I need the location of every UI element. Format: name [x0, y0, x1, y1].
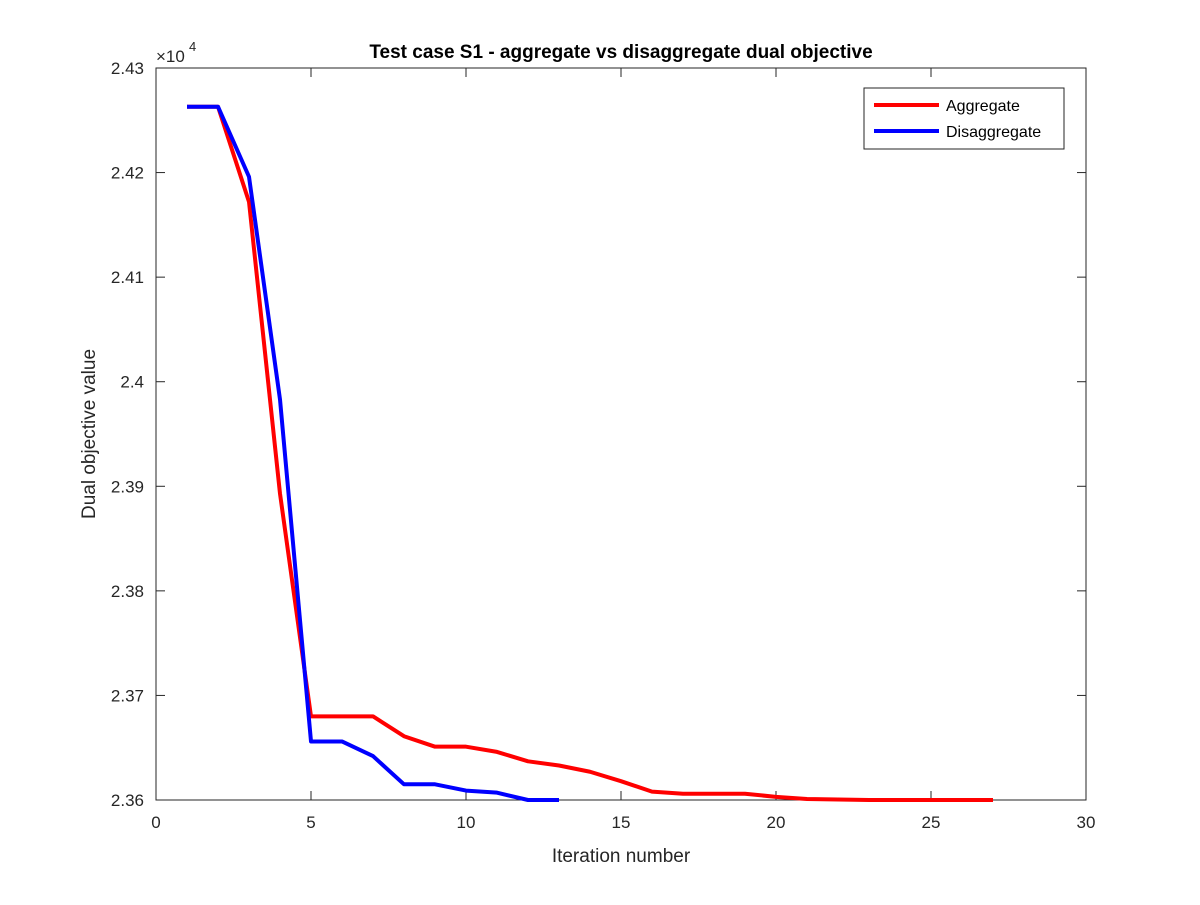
y-tick-label: 2.41 — [111, 268, 144, 287]
y-tick-label: 2.36 — [111, 791, 144, 810]
y-exponent-power: 4 — [189, 39, 196, 54]
x-tick-label: 15 — [612, 813, 631, 832]
y-exponent-base: ×10 — [156, 47, 185, 66]
x-axis-label: Iteration number — [552, 846, 691, 867]
legend-label-aggregate: Aggregate — [946, 98, 1020, 115]
y-exponent: ×10 4 — [156, 39, 196, 66]
x-tick-label: 25 — [922, 813, 941, 832]
y-tick-label: 2.38 — [111, 582, 144, 601]
y-tick-label: 2.42 — [111, 164, 144, 183]
x-tick-label: 5 — [306, 813, 315, 832]
legend-box — [863, 87, 1065, 150]
x-tick-label: 20 — [767, 813, 786, 832]
legend: Aggregate Disaggregate — [863, 87, 1065, 150]
legend-label-disaggregate: Disaggregate — [946, 124, 1041, 141]
x-tick-label: 30 — [1077, 813, 1096, 832]
x-tick-label: 10 — [457, 813, 476, 832]
series-layer — [187, 104, 993, 802]
series-line-disaggregate — [187, 104, 559, 802]
y-tick-label: 2.39 — [111, 477, 144, 496]
chart-title: Test case S1 - aggregate vs disaggregate… — [369, 42, 872, 63]
y-axis-ticks: 2.36 2.37 2.38 2.39 2.4 2.41 2.42 2.43 — [111, 59, 1086, 810]
series-line-aggregate — [187, 104, 993, 802]
x-tick-label: 0 — [151, 813, 160, 832]
y-tick-label: 2.43 — [111, 59, 144, 78]
y-tick-label: 2.4 — [120, 373, 144, 392]
y-axis-label: Dual objective value — [79, 349, 100, 519]
plot-area — [155, 67, 1087, 801]
y-tick-label: 2.37 — [111, 686, 144, 705]
